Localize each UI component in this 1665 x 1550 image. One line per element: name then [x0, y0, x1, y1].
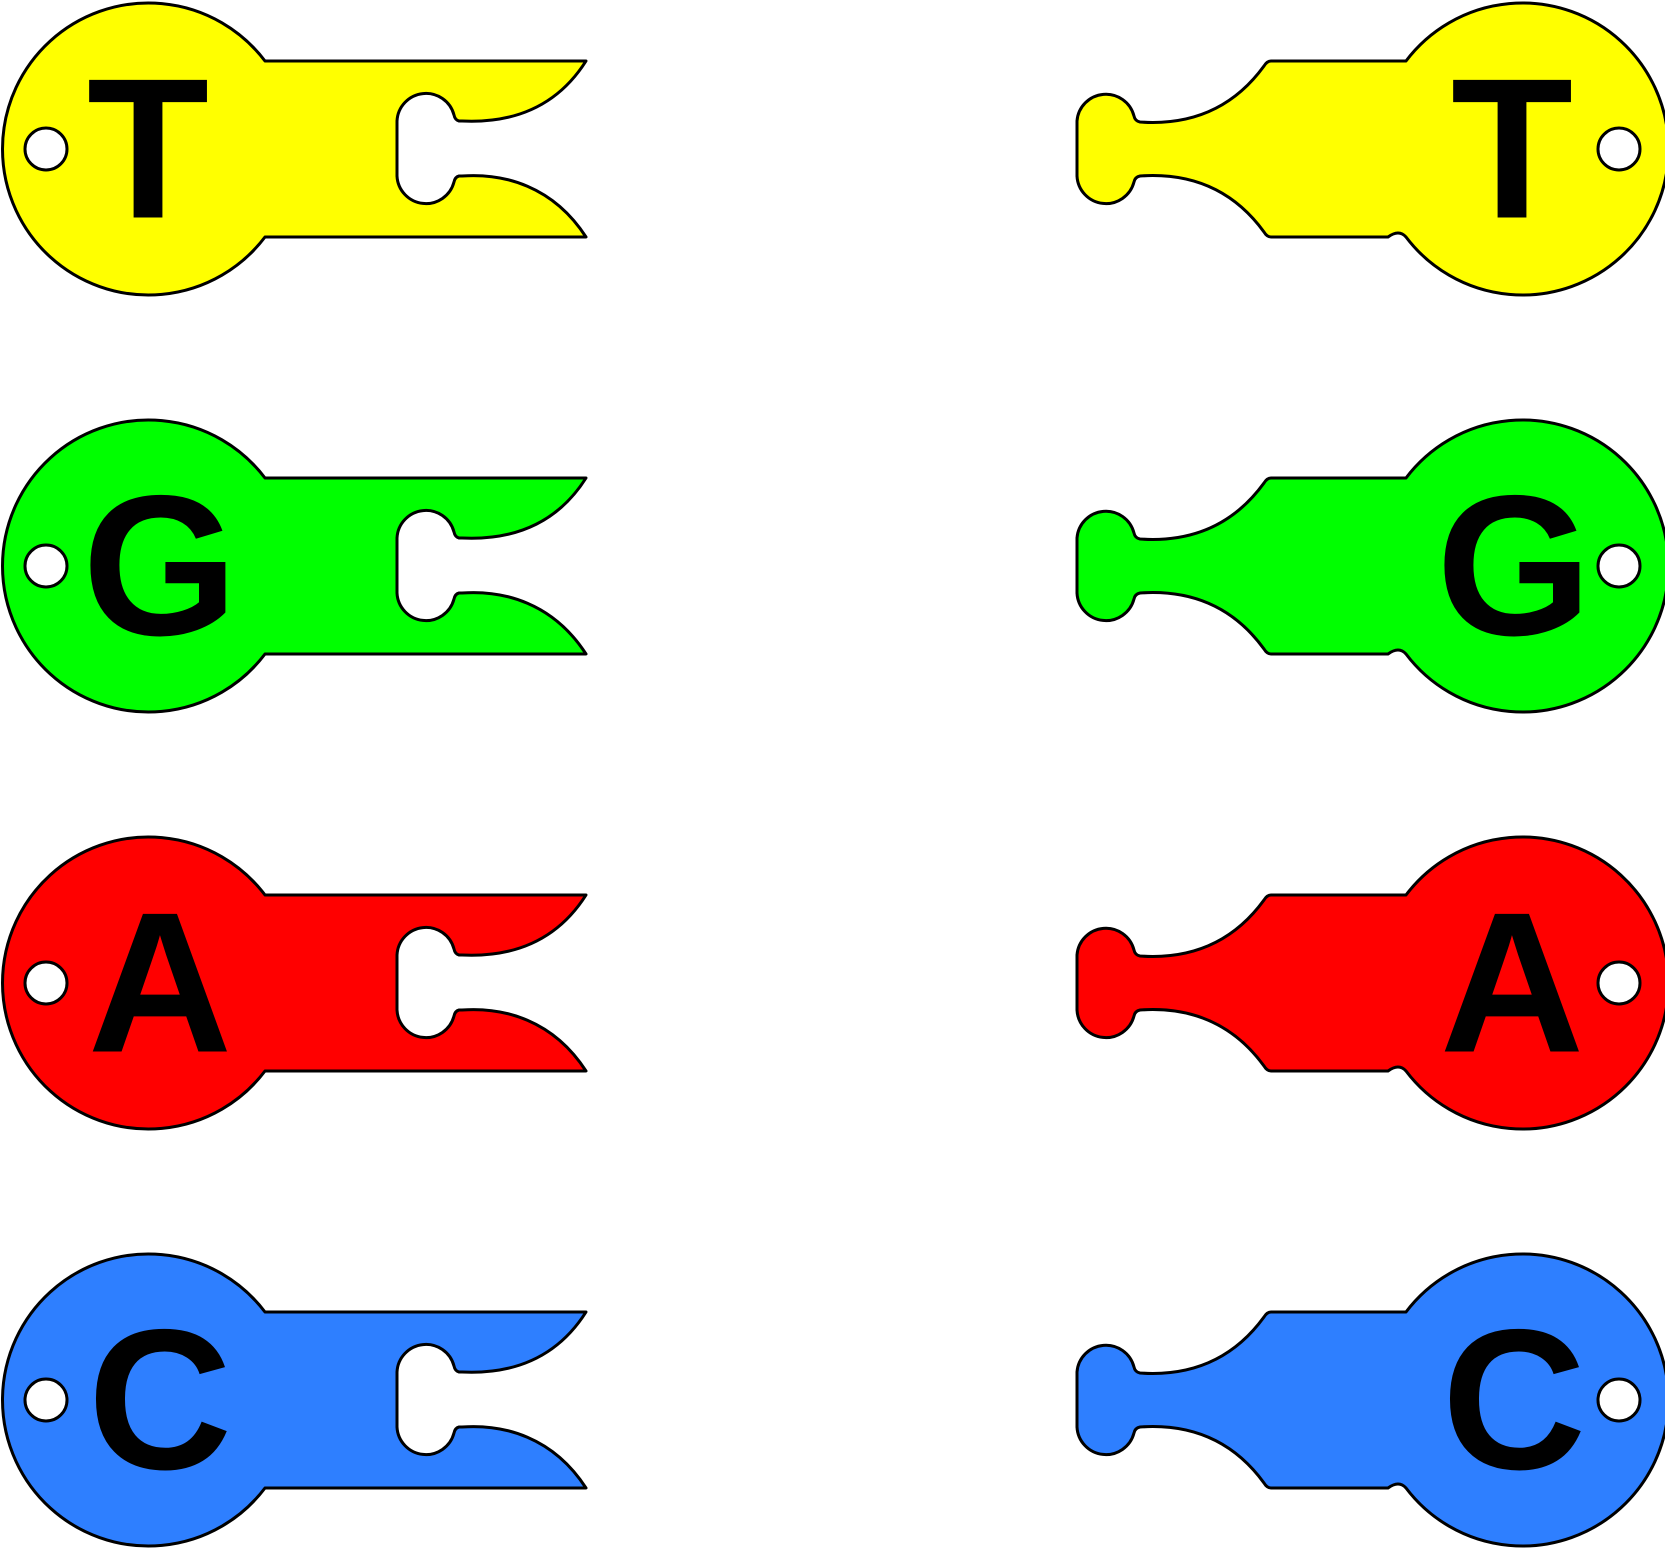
right-pieces-column: T G A C — [1075, 1, 1665, 1548]
base-letter: C — [88, 1289, 232, 1512]
base-letter: A — [88, 872, 232, 1095]
peg-tab-key-icon — [1075, 1, 1665, 297]
left-piece-g: G — [1, 418, 588, 714]
base-letter: A — [1440, 872, 1584, 1095]
base-letter: T — [87, 38, 209, 261]
hole-icon — [1596, 126, 1642, 172]
right-piece-g: G — [1075, 418, 1665, 714]
hole-icon — [23, 1377, 69, 1423]
base-letter: T — [1451, 38, 1573, 261]
base-letter: G — [82, 455, 238, 678]
left-pieces-column: T G A C — [1, 1, 588, 1548]
right-piece-t: T — [1075, 1, 1665, 297]
hole-icon — [1596, 1377, 1642, 1423]
hole-icon — [1596, 543, 1642, 589]
left-piece-c: C — [1, 1252, 588, 1548]
hole-icon — [1596, 960, 1642, 1006]
base-letter: C — [1442, 1289, 1586, 1512]
base-letter: G — [1436, 455, 1592, 678]
hole-icon — [23, 543, 69, 589]
hole-icon — [23, 126, 69, 172]
left-piece-t: T — [1, 1, 588, 297]
left-piece-a: A — [1, 835, 588, 1131]
right-piece-a: A — [1075, 835, 1665, 1131]
hole-icon — [23, 960, 69, 1006]
right-piece-c: C — [1075, 1252, 1665, 1548]
